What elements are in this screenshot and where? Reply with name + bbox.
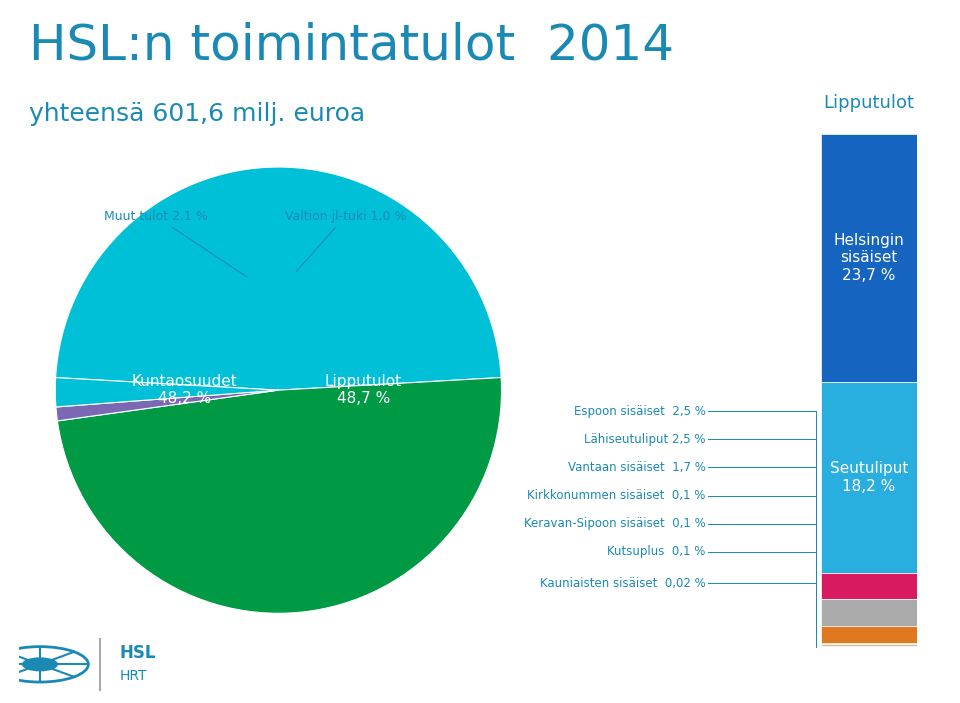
Text: HSL:n toimintatulot  2014: HSL:n toimintatulot 2014 [29,21,674,69]
Text: Kuntaosuudet
48,2 %: Kuntaosuudet 48,2 % [132,374,237,406]
Wedge shape [56,167,501,390]
Text: Keravan-Sipoon sisäiset  0,1 %: Keravan-Sipoon sisäiset 0,1 % [524,517,706,530]
Wedge shape [58,378,501,613]
Text: Vantaan sisäiset  1,7 %: Vantaan sisäiset 1,7 % [567,461,706,474]
Bar [821,645,917,647]
Bar [821,382,917,573]
Text: HSL: HSL [119,644,156,662]
Bar [821,134,917,382]
Text: Lähiseutuliput 2,5 %: Lähiseutuliput 2,5 % [584,433,706,446]
Text: Valtion jl-tuki 1,0 %: Valtion jl-tuki 1,0 % [284,209,406,272]
Text: Kirkkonummen sisäiset  0,1 %: Kirkkonummen sisäiset 0,1 % [527,489,706,502]
Text: Kauniaisten sisäiset  0,02 %: Kauniaisten sisäiset 0,02 % [540,577,706,590]
Text: HRT: HRT [119,669,147,683]
Text: yhteensä 601,6 milj. euroa: yhteensä 601,6 milj. euroa [29,102,365,126]
Text: Helsingin
sisäiset
23,7 %: Helsingin sisäiset 23,7 % [833,233,904,283]
Text: Espoon sisäiset  2,5 %: Espoon sisäiset 2,5 % [574,405,706,418]
Circle shape [23,658,58,671]
Bar [821,643,917,645]
Bar [821,573,917,600]
Bar [821,626,917,643]
Text: Seutuliput
18,2 %: Seutuliput 18,2 % [829,461,908,494]
Bar [821,600,917,626]
Text: Lipputulot
48,7 %: Lipputulot 48,7 % [324,374,401,406]
Wedge shape [56,390,278,421]
Wedge shape [56,378,278,407]
Text: Lipputulot: Lipputulot [824,94,914,112]
Text: Muut tulot 2,1 %: Muut tulot 2,1 % [104,209,247,277]
Text: Kutsuplus  0,1 %: Kutsuplus 0,1 % [608,546,706,558]
